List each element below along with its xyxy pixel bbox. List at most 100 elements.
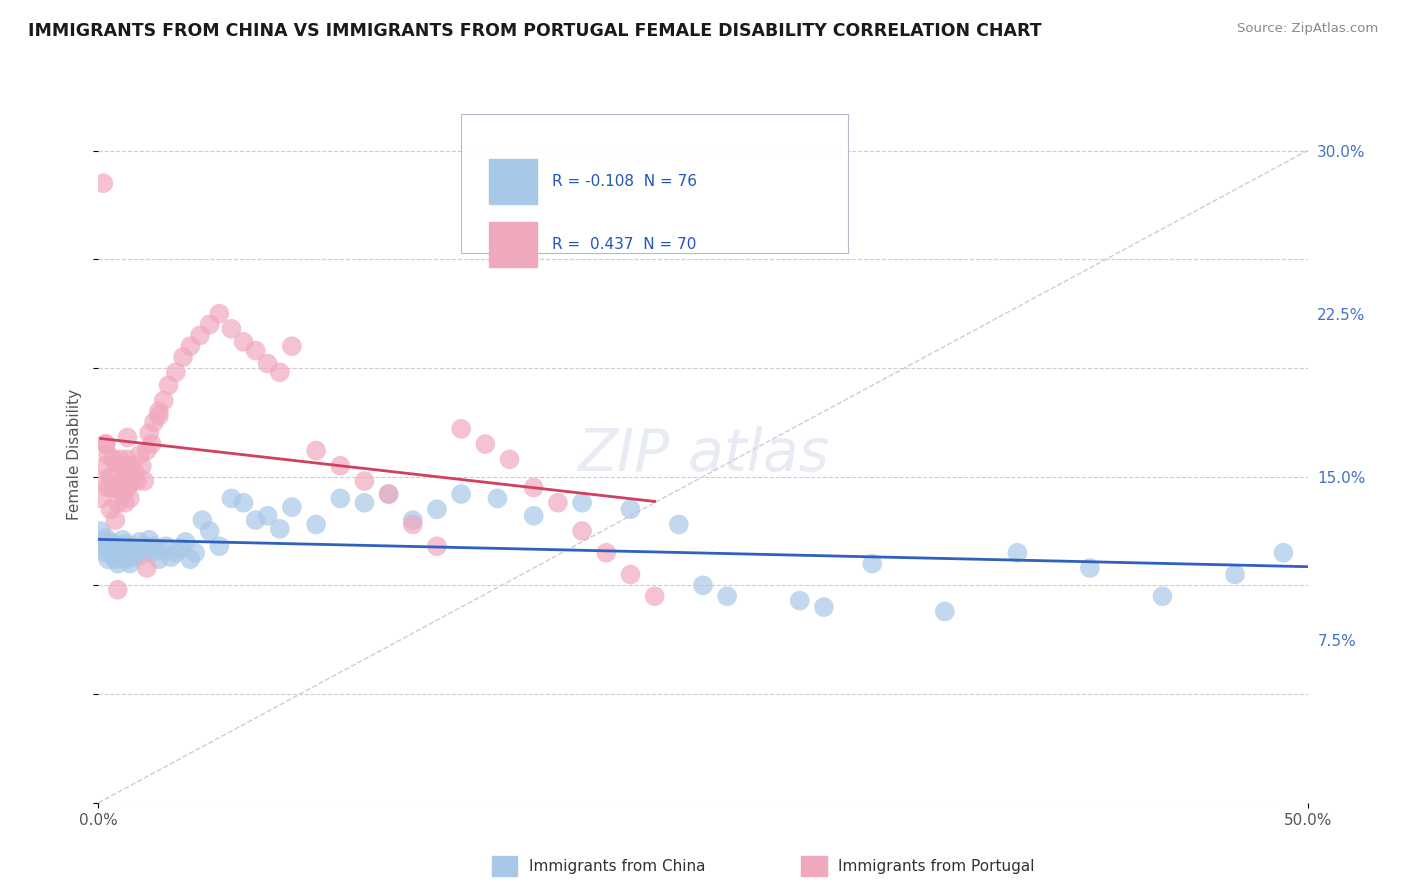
Point [208, 539, 231, 553]
Point [165, 546, 187, 560]
Point [221, 322, 243, 336]
Point [131, 548, 153, 562]
Point [118, 557, 141, 571]
Point [281, 339, 304, 353]
Point [135, 443, 157, 458]
Point [329, 491, 352, 506]
Point [111, 543, 134, 558]
Point [108, 452, 131, 467]
Point [100, 543, 122, 558]
Bar [489, 160, 537, 204]
Point [114, 469, 136, 483]
Point [498, 452, 520, 467]
Point [426, 502, 449, 516]
Point [121, 474, 143, 488]
Point [104, 513, 127, 527]
Point [256, 508, 278, 523]
FancyBboxPatch shape [461, 114, 848, 253]
Point [107, 496, 129, 510]
Point [117, 481, 139, 495]
Point [377, 487, 399, 501]
Point [107, 582, 129, 597]
Point [134, 474, 156, 488]
Point [104, 481, 127, 495]
Point [101, 548, 124, 562]
Point [148, 409, 170, 423]
Point [90, 524, 112, 538]
Point [232, 496, 254, 510]
Point [860, 557, 883, 571]
Point [1078, 561, 1101, 575]
Point [150, 543, 173, 558]
Point [692, 578, 714, 592]
Point [668, 517, 690, 532]
Y-axis label: Female Disability: Female Disability [67, 389, 83, 521]
Point [934, 605, 956, 619]
Point [619, 502, 641, 516]
Point [118, 458, 141, 473]
Point [191, 513, 214, 527]
Point [117, 541, 139, 556]
Point [94, 437, 117, 451]
Point [114, 537, 136, 551]
Point [305, 517, 328, 532]
Point [143, 539, 166, 553]
Point [269, 365, 291, 379]
Point [1152, 589, 1174, 603]
Point [245, 513, 267, 527]
Point [135, 561, 157, 575]
Point [97, 539, 120, 553]
Point [198, 524, 221, 538]
Point [97, 552, 120, 566]
Point [104, 541, 127, 556]
Point [377, 487, 399, 501]
Point [305, 443, 328, 458]
Point [450, 422, 472, 436]
Text: R =  0.437  N = 70: R = 0.437 N = 70 [553, 237, 696, 252]
Point [135, 543, 157, 558]
Point [353, 474, 375, 488]
Point [91, 474, 114, 488]
Point [111, 487, 134, 501]
Point [127, 543, 149, 558]
Point [107, 557, 129, 571]
Point [595, 546, 617, 560]
Point [523, 481, 546, 495]
Point [94, 546, 117, 560]
Text: IMMIGRANTS FROM CHINA VS IMMIGRANTS FROM PORTUGAL FEMALE DISABILITY CORRELATION : IMMIGRANTS FROM CHINA VS IMMIGRANTS FROM… [28, 22, 1042, 40]
Point [108, 539, 131, 553]
Point [94, 458, 117, 473]
Point [91, 539, 114, 553]
Point [121, 539, 143, 553]
Point [128, 448, 150, 462]
Point [100, 502, 122, 516]
Point [426, 539, 449, 553]
Point [547, 496, 569, 510]
Point [716, 589, 738, 603]
Point [114, 496, 136, 510]
Point [107, 466, 129, 480]
Point [114, 548, 136, 562]
Point [97, 481, 120, 495]
Point [104, 552, 127, 566]
Point [256, 357, 278, 371]
Point [353, 496, 375, 510]
Point [108, 550, 131, 565]
Point [172, 350, 194, 364]
Point [644, 589, 666, 603]
Point [208, 307, 231, 321]
Point [124, 550, 146, 565]
Point [118, 546, 141, 560]
Point [107, 546, 129, 560]
Point [141, 437, 163, 451]
Text: R = -0.108  N = 76: R = -0.108 N = 76 [553, 174, 697, 189]
Point [1272, 546, 1295, 560]
Point [813, 600, 835, 615]
Point [269, 522, 291, 536]
Point [117, 552, 139, 566]
Point [90, 491, 112, 506]
Point [157, 378, 180, 392]
Point [148, 404, 170, 418]
Point [124, 466, 146, 480]
Point [134, 539, 156, 553]
